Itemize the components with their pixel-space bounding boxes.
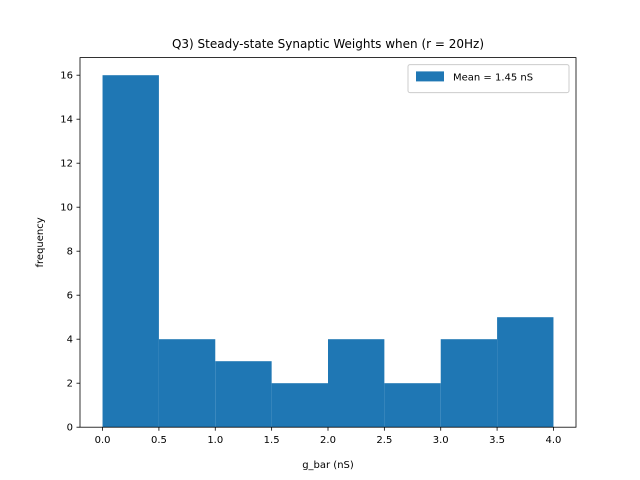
- histogram-bar: [158, 339, 216, 428]
- y-tick-label: 2: [67, 379, 73, 390]
- y-tick-label: 16: [60, 71, 73, 82]
- x-tick-label: 3.5: [489, 435, 505, 446]
- histogram-bar: [102, 75, 159, 428]
- x-tick-label: 1.0: [207, 435, 223, 446]
- legend-box: [407, 64, 570, 94]
- bars-group: [102, 75, 554, 428]
- x-axis-label: g_bar (nS): [302, 460, 354, 471]
- legend: Mean = 1.45 nS: [407, 64, 570, 94]
- legend-swatch: [416, 71, 444, 82]
- y-axis-ticks: 0 2 4 6 8 10 12 14 16: [60, 71, 80, 434]
- histogram-bar: [215, 361, 272, 428]
- y-tick-label: 4: [67, 335, 73, 346]
- x-tick-label: 2.0: [320, 435, 336, 446]
- y-tick-label: 12: [60, 159, 73, 170]
- y-tick-label: 6: [67, 291, 73, 302]
- x-axis-ticks: 0.0 0.5 1.0 1.5 2.0 2.5 3.0 3.5 4.0: [95, 427, 562, 446]
- histogram-bar: [497, 317, 554, 428]
- histogram-bar: [440, 339, 498, 428]
- legend-entry-label: Mean = 1.45 nS: [453, 73, 533, 84]
- histogram-bar: [328, 339, 385, 428]
- x-tick-label: 3.0: [433, 435, 449, 446]
- y-tick-label: 8: [67, 247, 73, 258]
- histogram-bar: [384, 383, 441, 428]
- x-tick-label: 0.0: [95, 435, 111, 446]
- histogram-bar: [271, 383, 328, 428]
- y-tick-label: 10: [60, 203, 73, 214]
- plot-frame: [79, 57, 577, 428]
- y-tick-label: 0: [67, 423, 73, 434]
- x-tick-label: 0.5: [151, 435, 167, 446]
- y-axis-label: frequency: [35, 217, 46, 267]
- x-tick-label: 4.0: [546, 435, 562, 446]
- x-tick-label: 2.5: [376, 435, 392, 446]
- y-tick-label: 14: [60, 115, 73, 126]
- x-tick-label: 1.5: [264, 435, 280, 446]
- chart-title: Q3) Steady-state Synaptic Weights when (…: [172, 37, 484, 51]
